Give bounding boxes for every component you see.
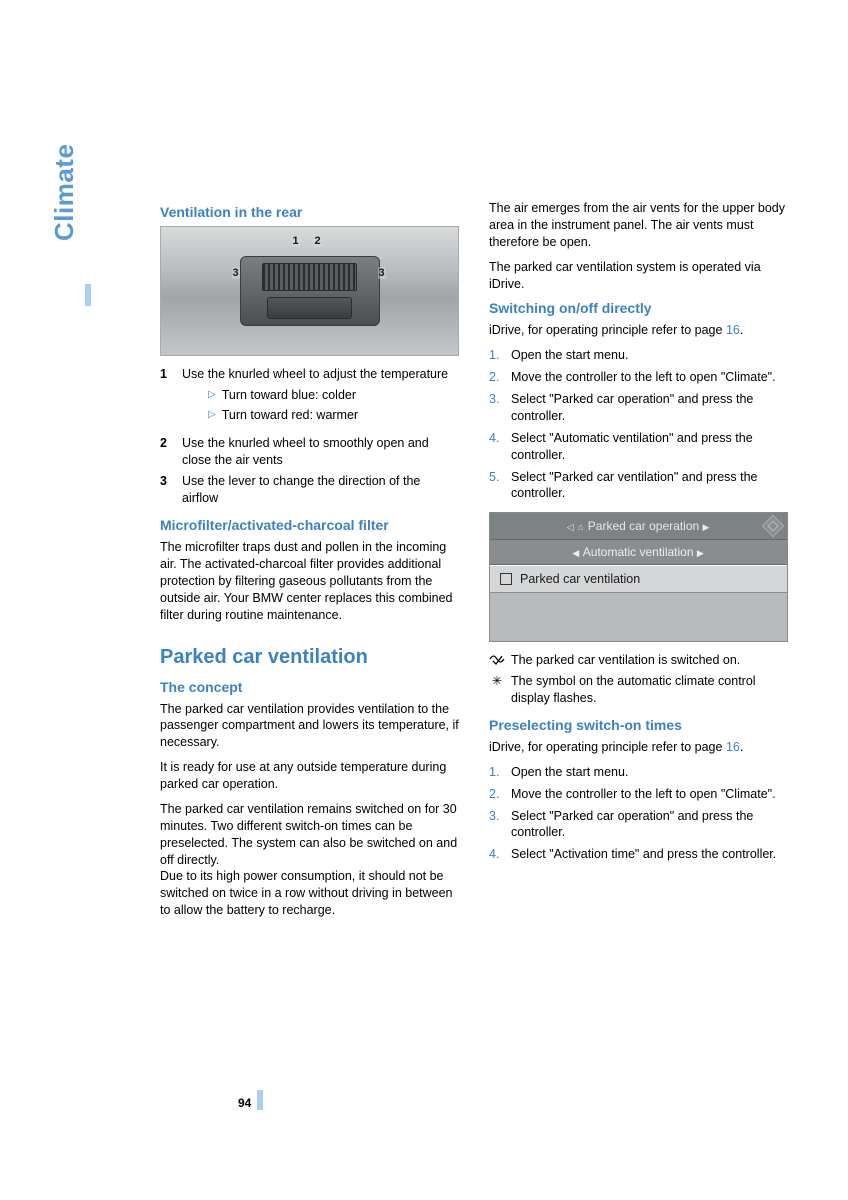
paragraph-intro: The parked car ventilation system is ope… <box>489 259 788 293</box>
list-item: 3.Select "Parked car operation" and pres… <box>489 808 788 842</box>
heading-microfilter: Microfilter/activated-charcoal filter <box>160 517 459 533</box>
idrive-row1-label: Parked car operation <box>588 519 699 533</box>
status-text: The symbol on the automatic climate cont… <box>511 673 788 707</box>
step-text: Open the start menu. <box>511 347 628 364</box>
paragraph-intro: The air emerges from the air vents for t… <box>489 200 788 251</box>
idrive-breadcrumb: ◁ ⌂ Parked car operation ▶ <box>490 513 787 540</box>
list-item: 5.Select "Parked car ventilation" and pr… <box>489 469 788 503</box>
callout-3-right: 3 <box>378 267 386 279</box>
step-text: Select "Parked car operation" and press … <box>511 808 788 842</box>
step-text: Open the start menu. <box>511 764 628 781</box>
paragraph-idrive-ref: iDrive, for operating principle refer to… <box>489 739 788 756</box>
list-item: ▷ Turn toward red: warmer <box>208 407 448 424</box>
list-item: 4.Select "Automatic ventilation" and pre… <box>489 430 788 464</box>
list-item: 1.Open the start menu. <box>489 347 788 364</box>
list-item: ▷ Turn toward blue: colder <box>208 387 448 404</box>
callout-3-left: 3 <box>232 267 240 279</box>
step-text: Select "Automatic ventilation" and press… <box>511 430 788 464</box>
triangle-bullet-icon: ▷ <box>208 408 216 424</box>
step-number: 3. <box>489 391 511 425</box>
snowflake-icon: ✳ <box>489 673 505 707</box>
idrive-row3-label: Parked car ventilation <box>520 572 640 586</box>
step-number: 3 <box>160 473 182 507</box>
nav-right-icon: ▶ <box>697 548 705 558</box>
list-item: 2 Use the knurled wheel to smoothly open… <box>160 435 459 469</box>
status-line: The parked car ventilation is switched o… <box>489 652 788 671</box>
step-number: 2 <box>160 435 182 469</box>
vent-steps-list: 1 Use the knurled wheel to adjust the te… <box>160 366 459 507</box>
heading-parked-car: Parked car ventilation <box>160 646 459 669</box>
step-text: Use the knurled wheel to smoothly open a… <box>182 435 459 469</box>
heading-preselecting: Preselecting switch-on times <box>489 717 788 733</box>
paragraph-concept: The parked car ventilation provides vent… <box>160 701 459 752</box>
idrive-selected-item: Parked car ventilation <box>490 565 787 593</box>
status-text: The parked car ventilation is switched o… <box>511 652 740 671</box>
heading-ventilation-rear: Ventilation in the rear <box>160 204 459 220</box>
list-item: 3.Select "Parked car operation" and pres… <box>489 391 788 425</box>
callout-2: 2 <box>314 235 322 247</box>
temperature-sublist: ▷ Turn toward blue: colder ▷ Turn toward r… <box>182 387 448 424</box>
step-number: 4. <box>489 846 511 863</box>
nav-right-icon: ▶ <box>703 522 711 532</box>
step-number: 1. <box>489 764 511 781</box>
step-text: Select "Activation time" and press the c… <box>511 846 776 863</box>
idrive-screenshot: ◁ ⌂ Parked car operation ▶ ◀ Automatic v… <box>489 512 788 642</box>
list-item: 4.Select "Activation time" and press the… <box>489 846 788 863</box>
fan-check-icon <box>489 652 505 671</box>
heading-concept: The concept <box>160 679 459 695</box>
callout-1: 1 <box>292 235 300 247</box>
step-number: 2. <box>489 786 511 803</box>
idrive-submenu: ◀ Automatic ventilation ▶ <box>490 540 787 565</box>
switch-on-steps: 1.Open the start menu. 2.Move the contro… <box>489 347 788 502</box>
preselect-steps: 1.Open the start menu. 2.Move the contro… <box>489 764 788 863</box>
step-number: 5. <box>489 469 511 503</box>
vent-unit-graphic <box>240 256 380 326</box>
page-number: 94 <box>238 1090 263 1110</box>
step-text: Select "Parked car ventilation" and pres… <box>511 469 788 503</box>
content-columns: Ventilation in the rear 1 2 3 3 1 Use th… <box>160 200 788 927</box>
paragraph-concept: It is ready for use at any outside tempe… <box>160 759 459 793</box>
page-accent-bar <box>257 1090 263 1110</box>
step-number: 4. <box>489 430 511 464</box>
status-line: ✳ The symbol on the automatic climate co… <box>489 673 788 707</box>
side-accent-bar <box>85 284 91 306</box>
paragraph-microfilter: The microfilter traps dust and pollen in… <box>160 539 459 623</box>
step-number: 3. <box>489 808 511 842</box>
triangle-bullet-icon: ▷ <box>208 388 216 404</box>
page-link[interactable]: 16 <box>726 740 740 754</box>
paragraph-concept: The parked car ventilation remains switc… <box>160 801 459 869</box>
list-item: 3 Use the lever to change the direction … <box>160 473 459 507</box>
step-number: 2. <box>489 369 511 386</box>
left-column: Ventilation in the rear 1 2 3 3 1 Use th… <box>160 200 459 927</box>
section-label: Climate <box>49 144 80 241</box>
list-item: 2.Move the controller to the left to ope… <box>489 369 788 386</box>
idrive-row2-label: Automatic ventilation <box>583 545 694 559</box>
heading-switching: Switching on/off directly <box>489 300 788 316</box>
checkbox-icon <box>500 573 512 585</box>
step-text: Move the controller to the left to open … <box>511 369 776 386</box>
step-text: Use the lever to change the direction of… <box>182 473 459 507</box>
list-item: 2.Move the controller to the left to ope… <box>489 786 788 803</box>
step-number: 1. <box>489 347 511 364</box>
figure-rear-vent: 1 2 3 3 <box>160 226 459 356</box>
step-text: Select "Parked car operation" and press … <box>511 391 788 425</box>
sublist-text: Turn toward blue: colder <box>222 387 356 404</box>
sublist-text: Turn toward red: warmer <box>222 407 358 424</box>
nav-left-icon: ◀ <box>572 548 580 558</box>
list-item: 1 Use the knurled wheel to adjust the te… <box>160 366 459 430</box>
nav-diamond-icon <box>762 515 785 538</box>
right-column: The air emerges from the air vents for t… <box>489 200 788 927</box>
page-link[interactable]: 16 <box>726 323 740 337</box>
idrive-empty-area <box>490 593 787 641</box>
step-text: Use the knurled wheel to adjust the temp… <box>182 367 448 381</box>
paragraph-idrive-ref: iDrive, for operating principle refer to… <box>489 322 788 339</box>
paragraph-concept: Due to its high power consumption, it sh… <box>160 868 459 919</box>
step-text: Move the controller to the left to open … <box>511 786 776 803</box>
list-item: 1.Open the start menu. <box>489 764 788 781</box>
step-number: 1 <box>160 366 182 430</box>
nav-left-icon: ◁ ⌂ <box>567 522 585 532</box>
